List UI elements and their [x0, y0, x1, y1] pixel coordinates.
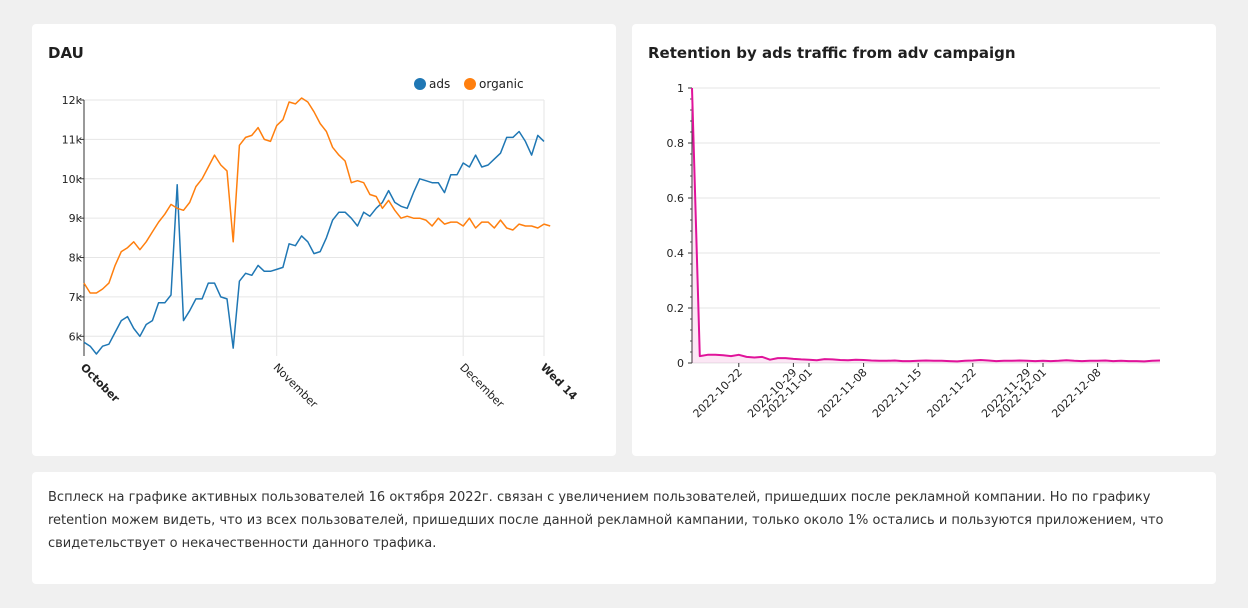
dau-x-tick-label: Wed 14 — [538, 361, 580, 403]
dau-x-tick-label: October — [78, 361, 123, 406]
retention-y-tick-label: 0.6 — [667, 192, 685, 205]
retention-card: Retention by ads traffic from adv campai… — [632, 24, 1216, 456]
retention-x-tick-label: 2022-12-08 — [1049, 366, 1103, 420]
retention-chart-title: Retention by ads traffic from adv campai… — [648, 44, 1016, 62]
legend-dot-ads — [414, 78, 426, 90]
dau-y-tick-label: 10k — [62, 173, 83, 186]
retention-x-tick-label: 2022-11-15 — [870, 366, 924, 420]
dau-x-tick-label: December — [457, 361, 507, 411]
dau-y-tick-label: 7k — [69, 291, 83, 304]
retention-y-tick-label: 1 — [677, 82, 684, 95]
dau-y-tick-label: 11k — [62, 133, 83, 146]
dau-y-tick-label: 12k — [62, 94, 83, 107]
dau-chart-title: DAU — [48, 44, 84, 62]
retention-x-tick-label: 2022-11-22 — [925, 366, 979, 420]
retention-y-tick-label: 0.8 — [667, 137, 685, 150]
dau-chart: 6k 7k 8k 9k 10k 11k 12k October November December… — [62, 77, 580, 411]
retention-x-tick-label: 2022-10-22 — [691, 366, 745, 420]
dau-y-tick-label: 9k — [69, 212, 83, 225]
dau-card: DAU 6k 7k 8k 9k 10k 11k 12k October November Dece… — [32, 24, 616, 456]
dau-y-tick-label: 6k — [69, 330, 83, 343]
legend-label-organic: organic — [479, 77, 524, 91]
retention-y-tick-label: 0.4 — [667, 247, 685, 260]
dau-y-tick-label: 8k — [69, 252, 83, 265]
retention-area — [692, 88, 1160, 363]
retention-y-tick-label: 0 — [677, 357, 684, 370]
legend-dot-organic — [464, 78, 476, 90]
legend-label-ads: ads — [429, 77, 450, 91]
retention-series-line — [691, 87, 1161, 363]
dau-series-line-organic — [83, 97, 551, 294]
dau-x-tick-label: November — [271, 361, 321, 411]
retention-y-tick-label: 0.2 — [667, 302, 685, 315]
dau-series-line-ads — [83, 130, 545, 355]
retention-x-tick-label: 2022-11-08 — [815, 366, 869, 420]
note-text: Всплеск на графике активных пользователе… — [48, 490, 1164, 551]
note-card: Всплеск на графике активных пользователе… — [32, 472, 1216, 584]
